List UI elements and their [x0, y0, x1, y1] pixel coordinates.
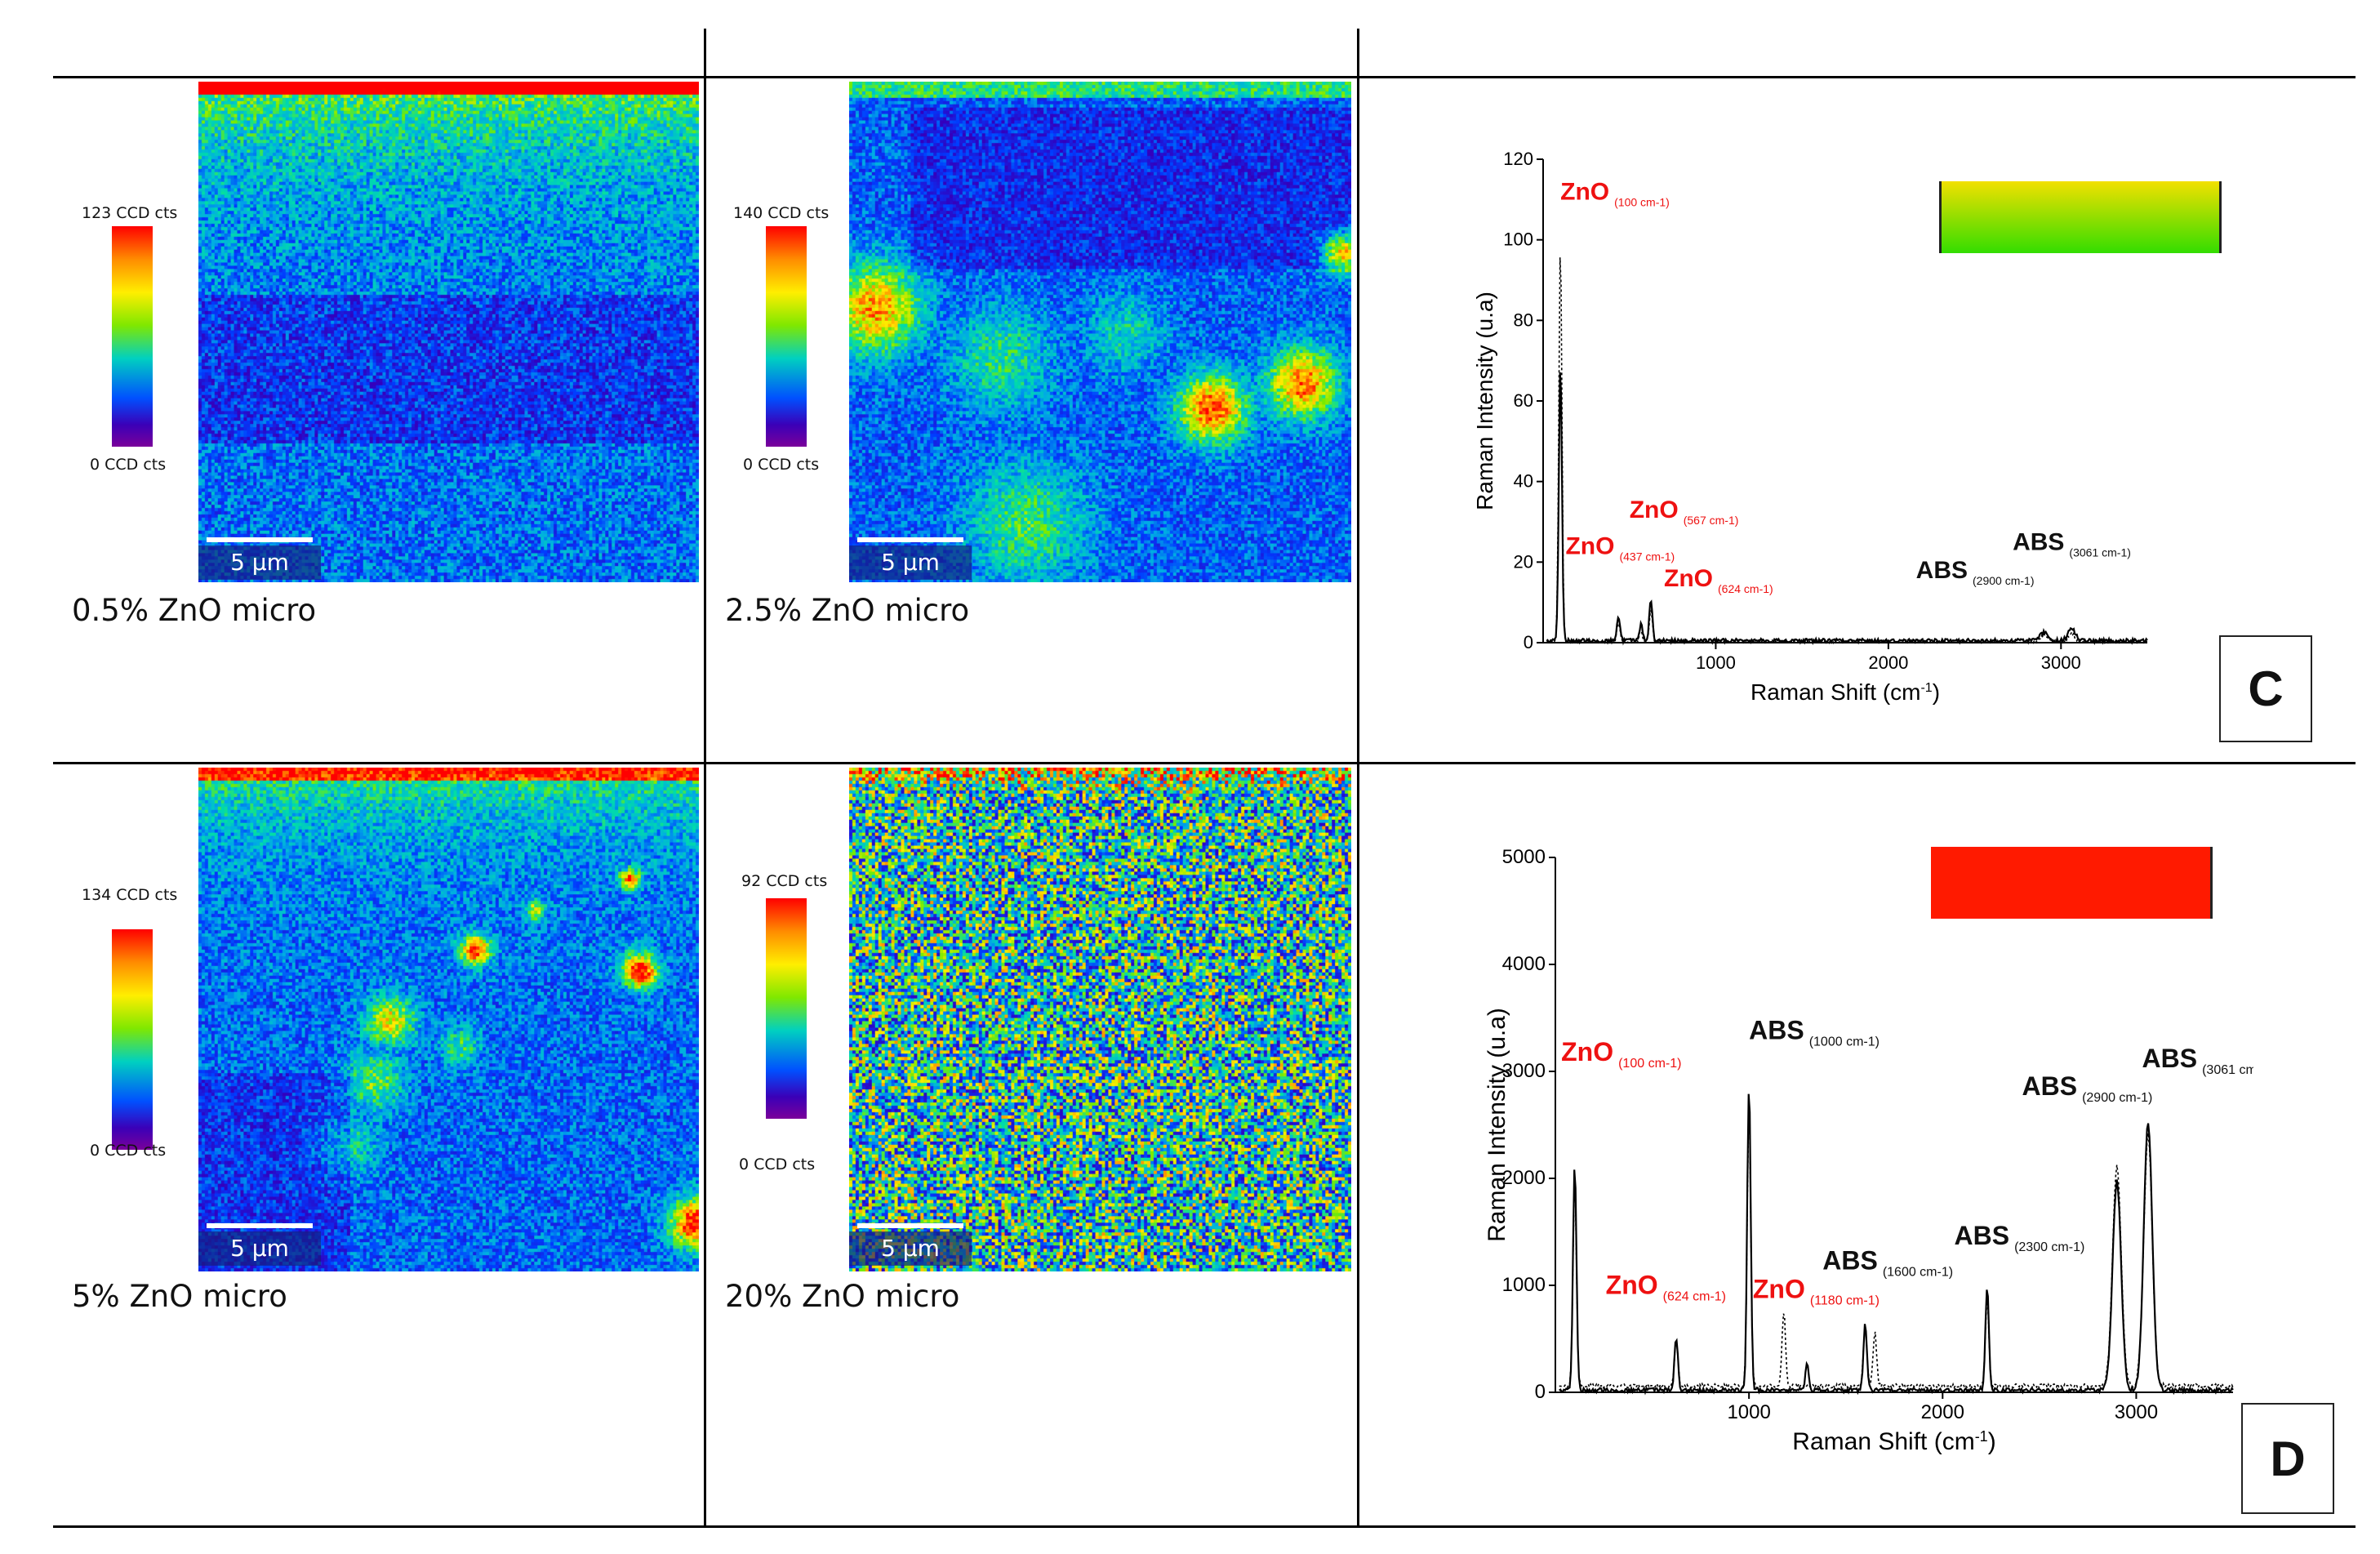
scale-label: 5 µm	[198, 545, 321, 580]
colorbar-min-label: 0 CCD cts	[743, 456, 820, 474]
x-tick-label: 1000	[1727, 1401, 1770, 1423]
x-tick-label: 3000	[2115, 1401, 2158, 1423]
colorbar-max-label: 140 CCD cts	[733, 204, 830, 222]
grid-line-bottom	[53, 1525, 2356, 1528]
grid-line-top	[53, 76, 2356, 78]
peak-label-abs: ABS (2900 cm-1)	[1916, 557, 2035, 587]
colorbar-max-label: 134 CCD cts	[82, 886, 178, 904]
peak-label-zno: ZnO (100 cm-1)	[1560, 178, 1670, 208]
x-tick-label: 1000	[1696, 652, 1736, 673]
raman-map	[849, 82, 1351, 582]
x-tick-label: 2000	[1921, 1401, 1964, 1423]
y-tick-label: 5000	[1502, 846, 1546, 868]
y-tick-label: 0	[1535, 1381, 1546, 1403]
peak-label-zno: ZnO (624 cm-1)	[1606, 1270, 1726, 1303]
scale-bar	[207, 1223, 313, 1228]
raman-spectrum-d: 0 1000 2000 3000 4000 5000 1000 2000 3000 Raman S…	[1484, 846, 2253, 1455]
x-axis-label: Raman Shift (cm-1)	[1751, 679, 1940, 705]
colorbar-max-label: 92 CCD cts	[741, 872, 828, 890]
colorbar	[112, 226, 153, 447]
colorbar	[766, 226, 807, 447]
grid-line-col1	[704, 29, 706, 1528]
series-dotted	[1546, 257, 2148, 645]
y-tick-label: 0	[1524, 632, 1533, 652]
x-tick-label: 2000	[1868, 652, 1908, 673]
peak-label-abs: ABS (1600 cm-1)	[1822, 1245, 1953, 1279]
map-caption: 2.5% ZnO micro	[725, 593, 970, 628]
scale-label: 5 µm	[198, 1231, 321, 1266]
map-caption: 0.5% ZnO micro	[72, 593, 317, 628]
scale-bar	[857, 1223, 963, 1228]
raman-spectrum-c: 0 20 40 60 80 100 120 1000 2000 3000 Raman Shift (…	[1472, 149, 2148, 705]
series-solid	[1559, 1093, 2234, 1396]
peak-label-abs: ABS(3061 cm-1)	[2142, 1044, 2253, 1077]
x-tick-label: 3000	[2041, 652, 2081, 673]
map-caption: 5% ZnO micro	[72, 1279, 287, 1314]
scale-label: 5 µm	[849, 545, 972, 580]
raman-map	[849, 768, 1351, 1271]
scale-bar	[207, 537, 313, 542]
series-dotted	[1559, 1113, 2234, 1391]
peak-label-zno: ZnO (624 cm-1)	[1664, 565, 1773, 595]
y-tick-label: 40	[1514, 471, 1533, 492]
legend-bar-yellow-green	[1939, 181, 2222, 253]
colorbar-min-label: 0 CCD cts	[739, 1155, 816, 1173]
panel-letter-c: C	[2219, 635, 2312, 742]
peak-label-abs: ABS (1000 cm-1)	[1749, 1016, 1880, 1049]
grid-line-col2	[1357, 29, 1359, 1528]
colorbar-max-label: 123 CCD cts	[82, 204, 178, 222]
peak-label-zno: ZnO (1180 cm-1)	[1753, 1275, 1880, 1308]
y-axis-label: Raman Intensity (u.a)	[1472, 292, 1497, 510]
raman-map	[198, 768, 699, 1271]
y-tick-label: 2000	[1502, 1167, 1546, 1189]
peak-label-zno: ZnO (567 cm-1)	[1630, 496, 1739, 527]
colorbar-min-label: 0 CCD cts	[90, 1142, 167, 1160]
y-tick-label: 4000	[1502, 953, 1546, 975]
y-tick-label: 1000	[1502, 1274, 1546, 1296]
panel-letter-d: D	[2241, 1403, 2334, 1514]
map-caption: 20% ZnO micro	[725, 1279, 960, 1314]
y-tick-label: 100	[1503, 229, 1533, 250]
raman-map	[198, 82, 699, 582]
peak-label-zno: ZnO (437 cm-1)	[1565, 532, 1675, 563]
y-tick-label: 60	[1514, 390, 1533, 411]
y-axis-label: Raman Intensity (u.a)	[1484, 1008, 1510, 1242]
y-tick-label: 80	[1514, 309, 1533, 330]
y-tick-label: 3000	[1502, 1060, 1546, 1082]
grid-line-middle	[53, 762, 2356, 764]
colorbar	[766, 898, 807, 1119]
y-tick-label: 120	[1503, 149, 1533, 169]
peak-label-abs: ABS (2900 cm-1)	[2022, 1071, 2153, 1105]
colorbar-min-label: 0 CCD cts	[90, 456, 167, 474]
x-axis-label: Raman Shift (cm-1)	[1792, 1428, 1995, 1455]
colorbar	[112, 929, 153, 1150]
peak-label-abs: ABS(3061 cm-1)	[2013, 529, 2131, 559]
scale-label: 5 µm	[849, 1231, 972, 1266]
peak-label-zno: ZnO (100 cm-1)	[1561, 1037, 1681, 1071]
peak-label-abs: ABS (2300 cm-1)	[1955, 1221, 2085, 1254]
y-tick-label: 20	[1514, 551, 1533, 572]
legend-bar-red	[1931, 847, 2213, 919]
scale-bar	[857, 537, 963, 542]
